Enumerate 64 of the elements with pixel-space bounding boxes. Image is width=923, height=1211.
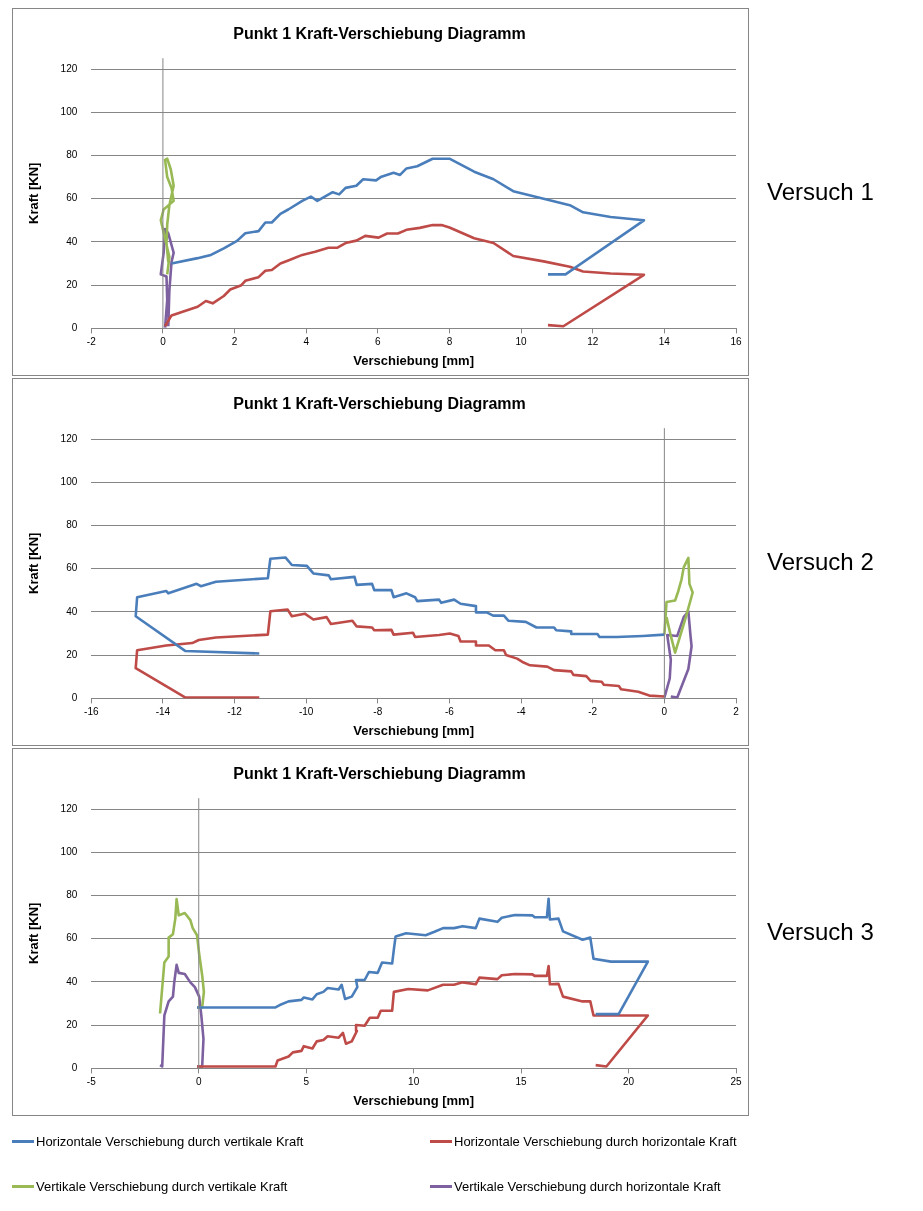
y-tick-label: 80 xyxy=(66,149,78,161)
x-tick-label: -2 xyxy=(86,336,97,348)
x-tick-label: 12 xyxy=(587,336,599,348)
x-axis-title: Verschiebung [mm] xyxy=(353,1092,474,1108)
y-tick-label: 40 xyxy=(66,235,78,247)
x-tick-label: -5 xyxy=(86,1076,97,1088)
y-axis-title: Kraft [KN] xyxy=(26,532,42,594)
legend-label: Horizontale Verschiebung durch vertikale Kraft xyxy=(36,1134,304,1149)
legend-label: Horizontale Verschiebung durch horizontale Kraft xyxy=(454,1134,737,1149)
x-tick-label: 4 xyxy=(303,336,310,348)
text: Versuch 2 xyxy=(767,548,874,576)
x-axis-title: Verschiebung [mm] xyxy=(353,352,474,368)
y-tick-label: 20 xyxy=(66,648,78,660)
x-tick-label: -8 xyxy=(373,706,383,718)
y-tick-label: 100 xyxy=(60,475,78,487)
x-tick-label: 25 xyxy=(730,1076,742,1088)
legend-label: Vertikale Verschiebung durch horizontale Kraft xyxy=(454,1179,721,1194)
y-tick-label: 40 xyxy=(66,975,78,987)
text: Versuch 1 xyxy=(767,178,874,206)
x-tick-label: 2 xyxy=(231,336,238,348)
x-tick-label: 15 xyxy=(515,1076,528,1088)
x-tick-label: -6 xyxy=(445,706,455,718)
y-tick-label: 120 xyxy=(60,432,78,444)
y-tick-label: 80 xyxy=(66,519,78,531)
y-tick-label: 120 xyxy=(60,62,78,74)
x-tick-label: 0 xyxy=(661,706,668,718)
chart-title: Punkt 1 Kraft-Verschiebung Diagramm xyxy=(233,25,526,43)
chart-title: Punkt 1 Kraft-Verschiebung Diagramm xyxy=(233,395,526,413)
y-tick-label: 120 xyxy=(60,802,78,814)
x-tick-label: 20 xyxy=(622,1076,635,1088)
x-tick-label: -10 xyxy=(298,706,314,718)
y-tick-label: 60 xyxy=(66,932,78,944)
y-tick-label: 20 xyxy=(66,278,78,290)
chart-title: Punkt 1 Kraft-Verschiebung Diagramm xyxy=(233,765,526,783)
x-tick-label: 10 xyxy=(408,1076,420,1088)
legend-label: Vertikale Verschiebung durch vertikale Kraft xyxy=(36,1179,288,1194)
x-tick-label: 2 xyxy=(733,706,740,718)
x-tick-label: 0 xyxy=(195,1076,202,1088)
x-tick-label: 16 xyxy=(730,336,742,348)
x-tick-label: 8 xyxy=(446,336,453,348)
x-tick-label: 14 xyxy=(658,336,671,348)
x-tick-label: 5 xyxy=(303,1076,310,1088)
y-tick-label: 40 xyxy=(66,605,78,617)
x-tick-label: -4 xyxy=(516,706,526,718)
y-tick-label: 60 xyxy=(66,562,78,574)
y-tick-label: 60 xyxy=(66,192,78,204)
x-tick-label: -16 xyxy=(84,706,99,718)
x-tick-label: 6 xyxy=(375,336,382,348)
x-tick-label: 0 xyxy=(160,336,167,348)
x-tick-label: -14 xyxy=(155,706,171,718)
x-tick-label: 10 xyxy=(515,336,528,348)
y-tick-label: 20 xyxy=(66,1018,78,1030)
y-tick-label: 0 xyxy=(71,692,78,704)
y-tick-label: 100 xyxy=(60,845,78,857)
x-axis-title: Verschiebung [mm] xyxy=(353,722,474,738)
text: Versuch 3 xyxy=(767,918,874,946)
x-tick-label: -12 xyxy=(227,706,243,718)
y-axis-title: Kraft [KN] xyxy=(26,902,42,964)
y-tick-label: 0 xyxy=(71,322,78,334)
y-tick-label: 80 xyxy=(66,889,78,901)
y-tick-label: 100 xyxy=(60,105,78,117)
x-tick-label: -2 xyxy=(588,706,598,718)
y-axis-title: Kraft [KN] xyxy=(26,162,42,224)
y-tick-label: 0 xyxy=(71,1062,78,1074)
